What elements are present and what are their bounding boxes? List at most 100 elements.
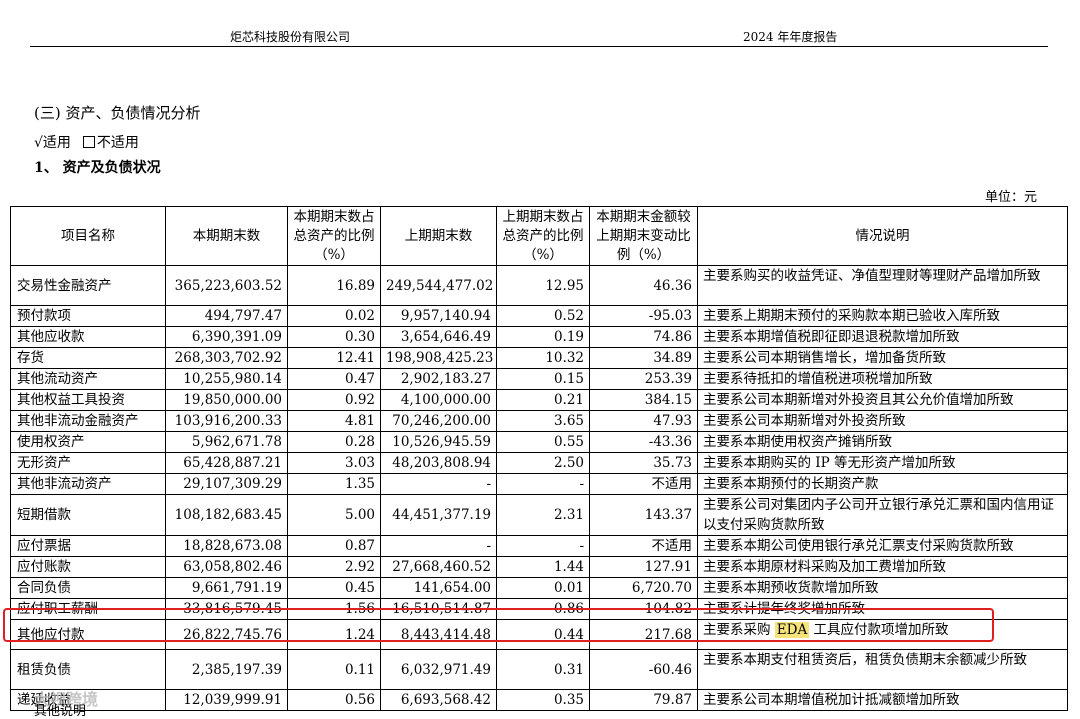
value-cell: 2.50 bbox=[496, 452, 590, 474]
item-name-cell: 应付职工薪酬 bbox=[10, 598, 166, 620]
highlighted-term: EDA bbox=[774, 622, 810, 638]
subsection-title: 1、 资产及负债状况 bbox=[34, 160, 161, 176]
value-cell: 0.92 bbox=[287, 389, 381, 411]
item-name-cell: 其他应付款 bbox=[10, 619, 166, 650]
value-cell: 5,962,671.78 bbox=[165, 431, 288, 453]
note-text: 主要系采购 bbox=[703, 622, 775, 638]
table-body: 交易性金融资产 365,223,603.52 16.89 249,544,477.02… bbox=[10, 265, 1068, 711]
watermark: 大视跨境 bbox=[34, 690, 99, 709]
column-header: 上期期末数 bbox=[380, 206, 497, 266]
checkbox-icon bbox=[82, 136, 95, 148]
value-cell: 198,908,425.23 bbox=[380, 347, 497, 369]
value-cell: 143.37 bbox=[589, 494, 698, 536]
explanation-cell: 主要系本期原材料采购及加工费增加所致 bbox=[697, 556, 1068, 578]
table-row: 递延收益 12,039,999.91 0.56 6,693,568.42 0.35 79.… bbox=[10, 689, 1068, 711]
table-row: 交易性金融资产 365,223,603.52 16.89 249,544,477.02… bbox=[10, 265, 1068, 306]
value-cell: 2,902,183.27 bbox=[380, 368, 497, 390]
value-cell: 9,957,140.94 bbox=[380, 305, 497, 327]
table-row: 其他应付款 26,822,745.76 1.24 8,443,414.48 0.44 21… bbox=[10, 619, 1068, 650]
table-row: 合同负债 9,661,791.19 0.45 141,654.00 0.01 6,720.… bbox=[10, 577, 1068, 599]
value-cell: 1.24 bbox=[287, 619, 381, 650]
value-cell: 494,797.47 bbox=[165, 305, 288, 327]
table-row: 短期借款 108,182,683.45 5.00 44,451,377.19 2.31 1… bbox=[10, 494, 1068, 536]
value-cell: 0.47 bbox=[287, 368, 381, 390]
value-cell: - bbox=[496, 473, 590, 495]
value-cell: 3.03 bbox=[287, 452, 381, 474]
item-name-cell: 其他流动资产 bbox=[10, 368, 166, 390]
value-cell: 33,816,579.45 bbox=[165, 598, 288, 620]
value-cell: 10,255,980.14 bbox=[165, 368, 288, 390]
value-cell: 253.39 bbox=[589, 368, 698, 390]
value-cell: 9,661,791.19 bbox=[165, 577, 288, 599]
value-cell: 0.45 bbox=[287, 577, 381, 599]
table-row: 其他权益工具投资 19,850,000.00 0.92 4,100,000.00 0.2… bbox=[10, 389, 1068, 411]
explanation-cell: 主要系采购 EDA 工具应付款项增加所致 bbox=[697, 619, 1068, 650]
explanation-cell: 主要系公司本期新增对外投资所致 bbox=[697, 410, 1068, 432]
footer-note: 其他说明 bbox=[34, 704, 87, 719]
item-name-cell: 其他权益工具投资 bbox=[10, 389, 166, 411]
value-cell: 365,223,603.52 bbox=[165, 265, 288, 306]
value-cell: 0.28 bbox=[287, 431, 381, 453]
value-cell: 3.65 bbox=[496, 410, 590, 432]
value-cell: 0.30 bbox=[287, 326, 381, 348]
column-header: 本期期末数占总资产的比例（%） bbox=[287, 206, 381, 266]
value-cell: 63,058,802.46 bbox=[165, 556, 288, 578]
item-name-cell: 其他应收款 bbox=[10, 326, 166, 348]
item-name-cell: 其他非流动资产 bbox=[10, 473, 166, 495]
table-row: 应付账款 63,058,802.46 2.92 27,668,460.52 1.44 12… bbox=[10, 556, 1068, 578]
table-row: 其他流动资产 10,255,980.14 0.47 2,902,183.27 0.15 2… bbox=[10, 368, 1068, 390]
value-cell: 0.44 bbox=[496, 619, 590, 650]
value-cell: 6,720.70 bbox=[589, 577, 698, 599]
value-cell: - bbox=[380, 535, 497, 557]
value-cell: 47.93 bbox=[589, 410, 698, 432]
value-cell: 12.95 bbox=[496, 265, 590, 306]
column-header: 项目名称 bbox=[10, 206, 166, 266]
value-cell: 27,668,460.52 bbox=[380, 556, 497, 578]
item-name-cell: 合同负债 bbox=[10, 577, 166, 599]
explanation-cell: 主要系本期公司使用银行承兑汇票支付采购货款所致 bbox=[697, 535, 1068, 557]
value-cell: 0.35 bbox=[496, 689, 590, 711]
value-cell: 1.56 bbox=[287, 598, 381, 620]
company-name: 炬芯科技股份有限公司 bbox=[230, 30, 351, 44]
table-row: 应付票据 18,828,673.08 0.87- - 不适用 主要系本期公司使用银行承兑汇… bbox=[10, 535, 1068, 557]
value-cell: 1.35 bbox=[287, 473, 381, 495]
value-cell: 2.31 bbox=[496, 494, 590, 536]
explanation-cell: 主要系公司本期销售增长，增加备货所致 bbox=[697, 347, 1068, 369]
value-cell: 12.41 bbox=[287, 347, 381, 369]
column-header: 本期期末金额较上期期末变动比例（%） bbox=[589, 206, 698, 266]
value-cell: 65,428,887.21 bbox=[165, 452, 288, 474]
explanation-cell: 主要系本期购买的 IP 等无形资产增加所致 bbox=[697, 452, 1068, 474]
value-cell: 8,443,414.48 bbox=[380, 619, 497, 650]
item-name-cell: 短期借款 bbox=[10, 494, 166, 536]
explanation-cell: 主要系本期使用权资产摊销所致 bbox=[697, 431, 1068, 453]
value-cell: 48,203,808.94 bbox=[380, 452, 497, 474]
page-header: 炬芯科技股份有限公司 2024 年年度报告 bbox=[30, 24, 1048, 47]
explanation-cell: 主要系上期期末预付的采购款本期已验收入库所致 bbox=[697, 305, 1068, 327]
item-name-cell: 递延收益 bbox=[10, 689, 166, 711]
column-header: 本期期末数 bbox=[165, 206, 288, 266]
value-cell: 74.86 bbox=[589, 326, 698, 348]
item-name-cell: 使用权资产 bbox=[10, 431, 166, 453]
item-name-cell: 应付票据 bbox=[10, 535, 166, 557]
value-cell: 2.92 bbox=[287, 556, 381, 578]
value-cell: 0.31 bbox=[496, 649, 590, 690]
value-cell: 不适用 bbox=[589, 473, 698, 495]
explanation-cell: 主要系计提年终奖增加所致 bbox=[697, 598, 1068, 620]
not-applicable-label: 不适用 bbox=[96, 135, 139, 151]
table-header-row: 项目名称 本期期末数 本期期末数占总资产的比例（%） 上期期末数 上期期末数占总资产的比… bbox=[10, 206, 1068, 266]
explanation-cell: 主要系本期预收货款增加所致 bbox=[697, 577, 1068, 599]
table-row: 其他非流动资产 29,107,309.29 1.35- - 不适用 主要系本期预付的长期资… bbox=[10, 473, 1068, 495]
value-cell: 4.81 bbox=[287, 410, 381, 432]
value-cell: 108,182,683.45 bbox=[165, 494, 288, 536]
value-cell: 35.73 bbox=[589, 452, 698, 474]
value-cell: 1.44 bbox=[496, 556, 590, 578]
explanation-cell: 主要系公司本期增值税加计抵减额增加所致 bbox=[697, 689, 1068, 711]
value-cell: 44,451,377.19 bbox=[380, 494, 497, 536]
value-cell: 0.01 bbox=[496, 577, 590, 599]
table-row: 租赁负债 2,385,197.39 0.11 6,032,971.49 0.31 -60.… bbox=[10, 649, 1068, 690]
value-cell: 10,526,945.59 bbox=[380, 431, 497, 453]
table-row: 应付职工薪酬 33,816,579.45 1.56 16,510,514.87 0.86… bbox=[10, 598, 1068, 620]
value-cell: 18,828,673.08 bbox=[165, 535, 288, 557]
explanation-cell: 主要系待抵扣的增值税进项税增加所致 bbox=[697, 368, 1068, 390]
value-cell: 0.21 bbox=[496, 389, 590, 411]
